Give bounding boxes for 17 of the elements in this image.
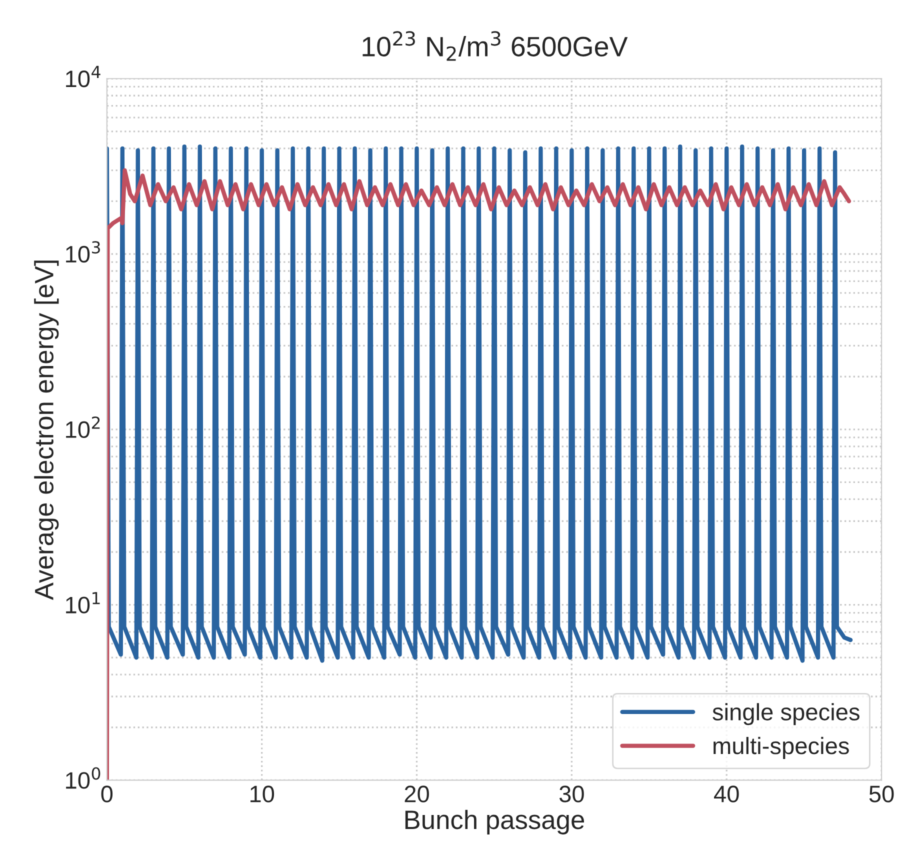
y-tick-label: 10$^{1}$	[66, 592, 100, 614]
line-series	[106, 144, 853, 663]
x-tick-label: 40	[714, 786, 739, 802]
y-axis-title: Average electron energy [eV]	[34, 260, 59, 600]
x-axis-title: Bunch passage	[405, 810, 584, 834]
y-tick-label: 10$^{3}$	[66, 241, 100, 263]
x-tick-label: 20	[404, 786, 429, 802]
legend-label: multi-species	[714, 736, 849, 759]
y-tick-label: 10$^{2}$	[66, 416, 100, 438]
x-tick-label: 50	[869, 786, 894, 802]
y-tick-label: 10$^{0}$	[66, 767, 100, 789]
chart-title: 10$^{23}$ N$_{2}$/m$^{3}$ 6500GeV	[362, 31, 628, 61]
legend-label: single species	[712, 703, 860, 726]
x-tick-label: 0	[101, 786, 113, 802]
x-tick-label: 30	[559, 786, 584, 802]
y-tick-label: 10$^{4}$	[66, 66, 100, 88]
x-tick-label: 10	[250, 786, 274, 802]
